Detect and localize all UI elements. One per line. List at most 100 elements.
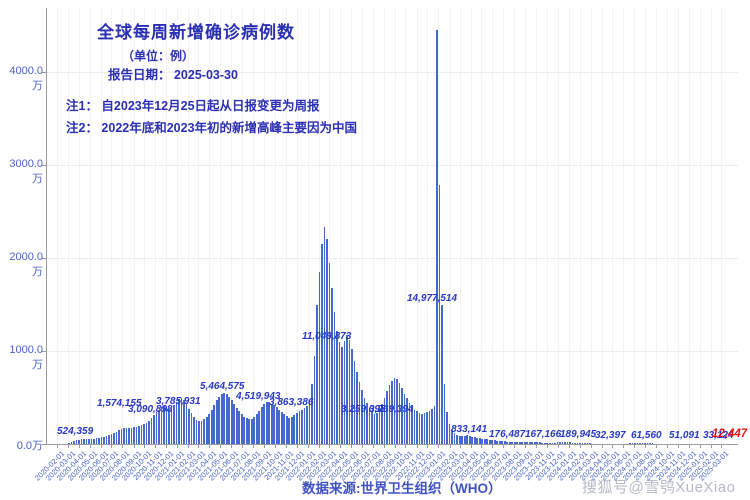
bar	[93, 438, 95, 444]
x-tick-mark	[111, 444, 113, 448]
x-grid-line	[601, 8, 603, 444]
x-tick-mark	[580, 444, 582, 448]
x-tick-mark	[590, 444, 592, 448]
y-grid-line	[46, 165, 738, 166]
bar	[669, 443, 671, 444]
bar	[155, 412, 158, 444]
bar	[694, 443, 696, 444]
bar	[581, 443, 584, 444]
data-source: 数据来源:世界卫生组织（WHO）	[302, 481, 502, 496]
y-tick-label: 2000.0万	[9, 251, 43, 278]
bar	[571, 442, 574, 444]
bar	[674, 443, 676, 444]
bar	[413, 409, 416, 444]
x-tick-mark	[328, 444, 330, 448]
bar	[255, 414, 258, 444]
bar	[278, 409, 281, 444]
data-label: 189,945	[560, 429, 597, 440]
bar	[666, 443, 669, 444]
y-tick-label: 4000.0万	[9, 65, 43, 92]
x-grid-line	[634, 8, 636, 444]
x-grid-line	[459, 8, 461, 444]
x-tick-mark	[133, 444, 135, 448]
bar	[275, 407, 278, 444]
x-grid-line	[122, 8, 124, 444]
bar	[308, 401, 311, 444]
bar	[180, 397, 183, 444]
bar	[706, 443, 709, 444]
x-tick-mark	[220, 444, 222, 448]
bar	[428, 411, 431, 444]
bar	[526, 442, 529, 444]
bar	[123, 428, 125, 444]
x-tick-mark	[231, 444, 233, 448]
bar	[401, 388, 403, 444]
bar	[576, 442, 579, 444]
x-tick-mark	[361, 444, 363, 448]
x-grid-line	[416, 8, 418, 444]
data-label: 3,090,898	[128, 404, 173, 415]
x-grid-line	[623, 8, 625, 444]
x-grid-line	[678, 8, 680, 444]
x-tick-mark	[350, 444, 352, 448]
bar	[721, 443, 724, 444]
bar	[511, 441, 514, 444]
data-label: 61,560	[631, 430, 662, 441]
x-tick-mark	[612, 444, 614, 448]
bar	[118, 430, 120, 444]
bar	[55, 443, 58, 444]
x-tick-mark	[100, 444, 102, 448]
bar	[295, 413, 298, 444]
bar	[103, 436, 105, 444]
bar	[48, 443, 50, 444]
bar	[285, 416, 288, 444]
bar	[473, 437, 476, 444]
x-tick-mark	[438, 444, 440, 448]
bar	[145, 423, 148, 444]
x-grid-line	[285, 8, 287, 444]
x-grid-line	[449, 8, 451, 444]
data-label: 32,397	[595, 430, 626, 441]
bar	[408, 403, 411, 444]
data-label: 1,574,155	[97, 398, 142, 409]
bar	[536, 442, 539, 444]
bar	[421, 413, 423, 444]
x-grid-line	[177, 8, 179, 444]
x-grid-line	[481, 8, 483, 444]
bar	[518, 442, 521, 444]
bar	[265, 401, 268, 444]
bar	[501, 441, 504, 444]
bar	[543, 442, 546, 444]
bar	[115, 431, 118, 444]
bar	[240, 414, 243, 444]
bar	[175, 402, 178, 444]
bar	[346, 335, 348, 444]
x-axis-line	[46, 444, 738, 445]
x-grid-line	[209, 8, 211, 444]
x-grid-line	[721, 8, 723, 444]
bar	[83, 439, 85, 444]
bar	[210, 409, 213, 444]
bar	[391, 380, 393, 444]
bar	[100, 437, 103, 444]
bar	[481, 438, 484, 444]
bar	[128, 427, 130, 444]
x-grid-line	[394, 8, 396, 444]
x-grid-line	[78, 8, 80, 444]
data-label: 176,487	[489, 429, 526, 440]
x-tick-mark	[253, 444, 255, 448]
bar	[483, 439, 486, 444]
bar	[183, 399, 185, 444]
bar	[446, 412, 448, 444]
x-tick-mark	[372, 444, 374, 448]
bar	[198, 421, 200, 444]
bar	[373, 413, 376, 444]
x-grid-line	[89, 8, 91, 444]
bar	[403, 393, 406, 444]
x-tick-mark	[296, 444, 298, 448]
bar	[644, 443, 646, 444]
bar	[331, 287, 333, 444]
bar	[381, 404, 383, 444]
bar	[664, 443, 666, 444]
